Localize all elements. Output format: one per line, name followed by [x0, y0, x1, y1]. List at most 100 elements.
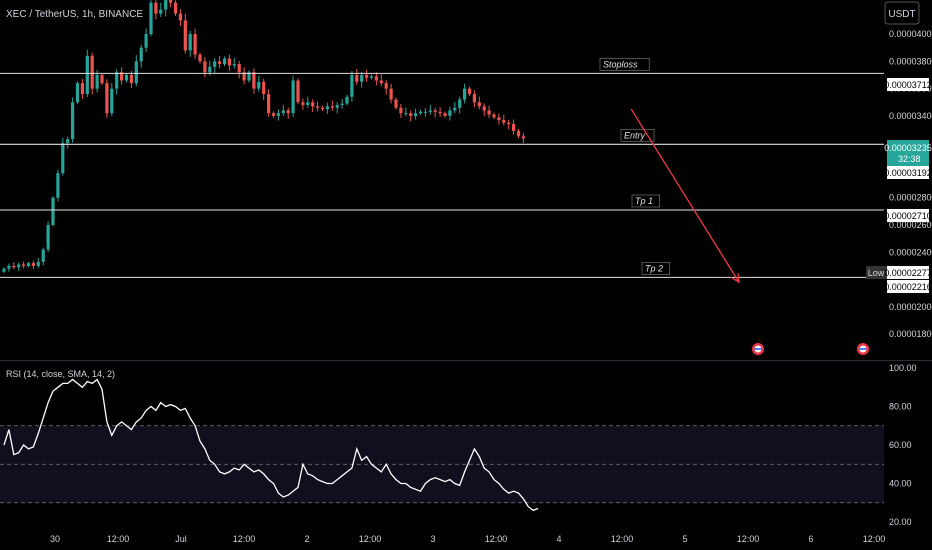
projection-arrow	[630, 108, 740, 284]
candle-body	[139, 47, 143, 62]
entry-price-tag: 0.00003192	[884, 166, 932, 179]
rsi-tick-label: 80.00	[889, 402, 912, 412]
candle-body	[267, 94, 271, 114]
price-tick-label: 0.00002400	[889, 247, 932, 257]
candle-body	[41, 249, 45, 262]
last-price-tag: 0.00003235 32:38	[884, 140, 932, 166]
candle-body	[296, 80, 300, 103]
candle-body	[12, 265, 16, 268]
candle-body	[507, 122, 511, 125]
candle-body	[384, 83, 388, 89]
candle-body	[301, 102, 305, 105]
tp1-price-tag: 0.00002710	[884, 209, 932, 222]
candle-body	[428, 110, 432, 112]
candle-body	[7, 265, 11, 269]
candle-body	[115, 72, 119, 89]
currency-button[interactable]: USDT	[884, 1, 920, 25]
candle-body	[120, 72, 124, 81]
candle-body	[154, 2, 158, 14]
low-price-tag: Low 0.00002277	[866, 266, 932, 279]
candle-body	[340, 103, 344, 105]
candle-body	[203, 61, 207, 73]
candle-body	[521, 136, 525, 139]
time-tick-label: 4	[556, 534, 561, 544]
candle-body	[335, 105, 339, 108]
arrow-head	[731, 273, 740, 284]
candle-body	[56, 173, 60, 198]
candle-body	[365, 75, 369, 78]
candle-body	[472, 94, 476, 103]
level-label-box	[641, 262, 670, 275]
rsi-pane: RSI (14, close, SMA, 14, 2) 100.00 80.00 6…	[0, 363, 917, 527]
rsi-tick-label: 40.00	[889, 479, 912, 489]
candle-body	[144, 34, 148, 48]
rsi-tick-label: 20.00	[889, 517, 912, 527]
low-label: Low	[868, 268, 885, 278]
candle-body	[129, 75, 133, 84]
candle-body	[467, 88, 472, 95]
candle-body	[193, 34, 197, 55]
level-label: Tp 2	[645, 263, 663, 273]
tp2-price-label: 0.00002216	[884, 282, 932, 292]
time-axis[interactable]: 30 12:00 Jul 12:00 2 12:00 3 12:00 4 12:00 5 12:00 6…	[50, 534, 885, 544]
candle-body	[286, 110, 290, 114]
event-flag-icon[interactable]	[857, 343, 869, 355]
candle-body	[218, 61, 222, 65]
tp1-price-label: 0.00002710	[884, 211, 932, 221]
price-tick-label: 0.00002600	[889, 220, 932, 230]
candle-body	[350, 75, 354, 97]
candle-body	[360, 75, 364, 82]
candle-body	[276, 113, 280, 116]
time-tick-label: 12:00	[233, 534, 256, 544]
time-tick-label: 30	[50, 534, 60, 544]
candle-body	[208, 66, 212, 73]
horizontal-levels: Stoploss Entry Tp 1 Tp 2	[0, 58, 884, 278]
candle-body	[232, 64, 236, 66]
last-price-label: 0.00003235	[884, 143, 932, 153]
candle-body	[22, 264, 26, 266]
rsi-tick-label: 100.00	[889, 363, 917, 373]
time-tick-label: 12:00	[107, 534, 130, 544]
rsi-title: RSI (14, close, SMA, 14, 2)	[6, 369, 115, 379]
level-label-box	[599, 58, 650, 71]
candle-body	[80, 83, 84, 95]
rsi-tick-label: 60.00	[889, 440, 912, 450]
candle-body	[345, 96, 349, 104]
candle-body	[257, 81, 261, 89]
event-flag-icon[interactable]	[752, 343, 764, 355]
candle-body	[409, 113, 413, 116]
candle-body	[463, 88, 467, 100]
currency-button-label: USDT	[888, 9, 915, 20]
candle-body	[458, 99, 462, 108]
candle-body	[164, 0, 168, 10]
candle-body	[262, 81, 266, 95]
candle-body	[374, 76, 378, 81]
time-tick-label: 12:00	[611, 534, 634, 544]
candle-body	[71, 102, 75, 140]
candle-body	[291, 80, 295, 114]
price-tick-label: 0.00001800	[889, 329, 932, 339]
candle-body	[183, 20, 187, 51]
candle-body	[418, 111, 423, 114]
candle-body	[399, 107, 403, 114]
candle-body	[36, 261, 40, 266]
candle-body	[46, 225, 50, 250]
candle-body	[369, 76, 374, 78]
price-tick-label: 0.00003800	[889, 56, 932, 66]
level-label-box	[631, 194, 660, 208]
time-tick-label: 2	[304, 534, 309, 544]
price-candles	[2, 0, 525, 273]
candle-body	[105, 83, 109, 114]
candle-body	[512, 124, 516, 131]
candle-body	[227, 58, 231, 66]
candle-body	[85, 55, 89, 95]
candle-body	[497, 117, 501, 120]
candle-body	[124, 75, 129, 81]
candle-body	[355, 75, 359, 82]
symbol-title: XEC / TetherUS, 1h, BINANCE	[6, 9, 143, 20]
candle-body	[487, 110, 491, 115]
stoploss-price-tag: 0.00003712	[884, 78, 932, 91]
candle-body	[443, 113, 447, 116]
candle-body	[61, 143, 65, 174]
